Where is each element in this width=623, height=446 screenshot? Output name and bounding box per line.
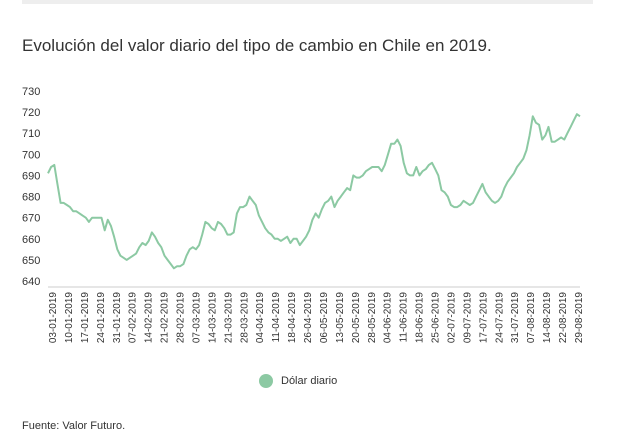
y-tick-label: 720 [22,107,40,119]
x-tick-label: 24-01-2019 [96,292,107,344]
source-note: Fuente: Valor Futuro. [22,420,126,432]
x-tick-label: 28-05-2019 [367,292,378,344]
x-tick-label: 04-06-2019 [383,292,394,344]
x-tick-label: 10-01-2019 [64,292,75,344]
x-tick-label: 21-03-2019 [223,292,234,344]
x-tick-label: 20-05-2019 [351,292,362,344]
y-tick-label: 660 [22,234,40,246]
y-tick-label: 710 [22,128,40,140]
x-tick-label: 17-07-2019 [478,292,489,344]
y-tick-label: 680 [22,192,40,204]
x-tick-label: 25-06-2019 [431,292,442,344]
x-tick-label: 26-04-2019 [303,292,314,344]
x-tick-label: 28-02-2019 [176,292,187,344]
y-tick-label: 670 [22,213,40,225]
x-tick-label: 04-04-2019 [255,292,266,344]
x-tick-label: 02-07-2019 [446,292,457,344]
x-tick-label: 06-05-2019 [319,292,330,344]
x-tick-label: 29-08-2019 [574,292,585,344]
y-tick-label: 650 [22,255,40,267]
x-tick-label: 31-07-2019 [510,292,521,344]
y-tick-label: 640 [22,276,40,288]
legend-label: Dólar diario [281,375,338,387]
x-tick-label: 07-08-2019 [526,292,537,344]
y-tick-label: 730 [22,86,40,98]
x-tick-label: 31-01-2019 [112,292,123,344]
x-tick-label: 14-08-2019 [542,292,553,344]
chart-title: Evolución del valor diario del tipo de c… [22,36,492,55]
top-divider [22,0,593,4]
legend-swatch [259,374,273,388]
x-tick-label: 18-04-2019 [287,292,298,344]
x-tick-label: 07-02-2019 [128,292,139,344]
x-tick-label: 21-02-2019 [160,292,171,344]
x-tick-label: 28-03-2019 [239,292,250,344]
x-tick-label: 17-01-2019 [80,292,91,344]
x-tick-label: 09-07-2019 [462,292,473,344]
x-tick-label: 11-04-2019 [271,292,282,343]
y-tick-label: 700 [22,149,40,161]
x-tick-label: 03-01-2019 [48,292,59,344]
series-line-dolar-diario [47,113,581,270]
x-tick-label: 24-07-2019 [494,292,505,344]
x-tick-label: 13-05-2019 [335,292,346,344]
x-tick-label: 14-03-2019 [207,292,218,344]
x-tick-label: 22-08-2019 [558,292,569,344]
x-tick-label: 07-03-2019 [191,292,202,344]
x-tick-label: 11-06-2019 [399,292,410,343]
x-tick-label: 14-02-2019 [144,292,155,344]
y-tick-label: 690 [22,170,40,182]
x-tick-label: 18-06-2019 [415,292,426,344]
legend: Dólar diario [259,374,337,388]
